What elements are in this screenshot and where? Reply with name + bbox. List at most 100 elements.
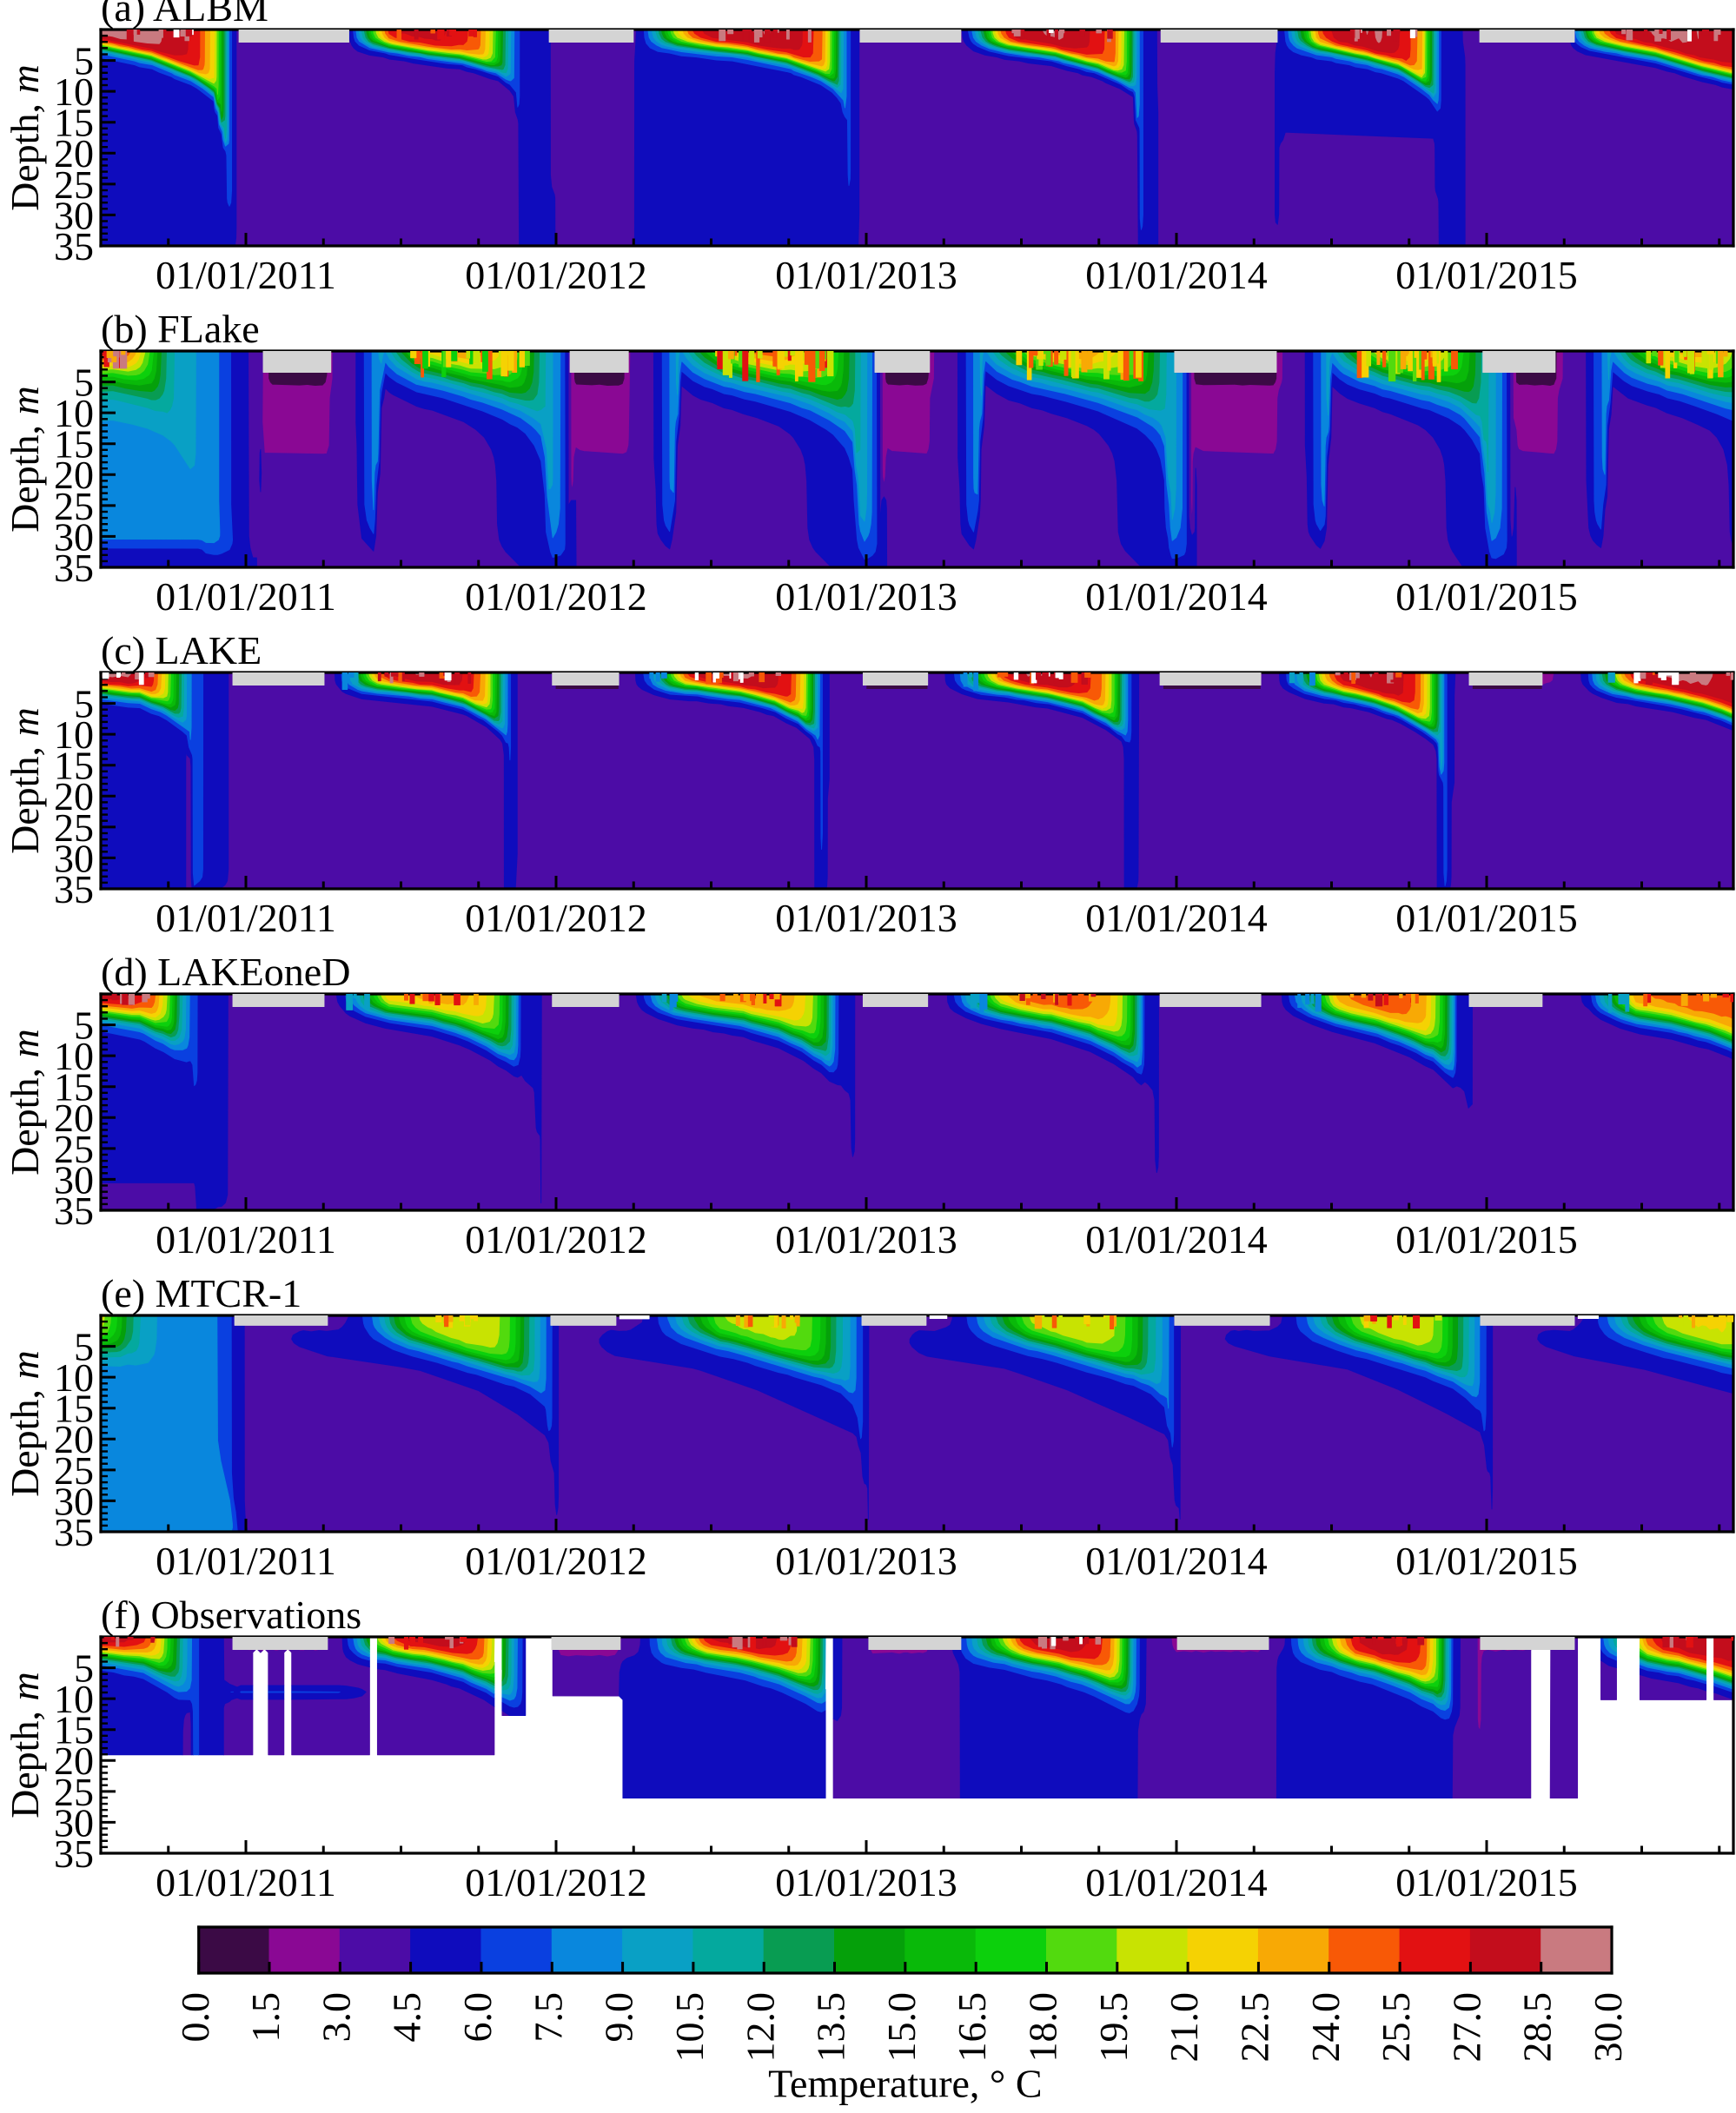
svg-text:15: 15	[54, 744, 94, 788]
svg-text:30: 30	[54, 1479, 94, 1523]
svg-text:22.5: 22.5	[1233, 1992, 1277, 2063]
svg-text:5: 5	[74, 39, 94, 83]
svg-text:01/01/2011: 01/01/2011	[156, 1539, 336, 1583]
svg-text:1.5: 1.5	[243, 1992, 288, 2043]
svg-text:25: 25	[54, 162, 94, 207]
svg-text:Depth, m: Depth, m	[3, 386, 47, 533]
svg-text:35: 35	[54, 1510, 94, 1554]
svg-text:12.0: 12.0	[738, 1992, 782, 2063]
svg-text:01/01/2012: 01/01/2012	[465, 896, 647, 940]
svg-text:3.0: 3.0	[314, 1992, 358, 2043]
svg-text:18.0: 18.0	[1021, 1992, 1065, 2063]
svg-text:Depth, m: Depth, m	[3, 1029, 47, 1176]
svg-text:(c) LAKE: (c) LAKE	[101, 628, 262, 672]
svg-text:01/01/2013: 01/01/2013	[775, 253, 957, 297]
svg-text:5: 5	[74, 1325, 94, 1369]
svg-text:(d) LAKEoneD: (d) LAKEoneD	[101, 950, 350, 994]
svg-text:01/01/2015: 01/01/2015	[1395, 1539, 1578, 1583]
svg-text:10: 10	[54, 391, 94, 435]
svg-text:01/01/2015: 01/01/2015	[1395, 253, 1578, 297]
svg-text:10: 10	[54, 1034, 94, 1078]
svg-text:01/01/2015: 01/01/2015	[1395, 1217, 1578, 1262]
svg-text:6.0: 6.0	[455, 1992, 500, 2043]
svg-text:01/01/2015: 01/01/2015	[1395, 896, 1578, 940]
svg-text:15: 15	[54, 1065, 94, 1109]
svg-text:0.0: 0.0	[173, 1992, 217, 2043]
svg-text:01/01/2014: 01/01/2014	[1085, 1860, 1268, 1904]
svg-text:Depth, m: Depth, m	[3, 1672, 47, 1818]
svg-text:01/01/2014: 01/01/2014	[1085, 574, 1268, 619]
svg-text:01/01/2015: 01/01/2015	[1395, 1860, 1578, 1904]
svg-text:25: 25	[54, 805, 94, 850]
svg-text:30: 30	[54, 1800, 94, 1845]
svg-text:5: 5	[74, 682, 94, 726]
svg-text:01/01/2014: 01/01/2014	[1085, 896, 1268, 940]
svg-text:13.5: 13.5	[809, 1992, 853, 2063]
svg-text:15: 15	[54, 101, 94, 145]
svg-text:20: 20	[54, 1096, 94, 1140]
svg-text:15: 15	[54, 1387, 94, 1431]
svg-text:10: 10	[54, 712, 94, 757]
svg-text:25: 25	[54, 1127, 94, 1171]
svg-text:4.5: 4.5	[385, 1992, 429, 2043]
svg-text:Depth, m: Depth, m	[3, 64, 47, 211]
svg-text:01/01/2012: 01/01/2012	[465, 1539, 647, 1583]
svg-text:20: 20	[54, 1739, 94, 1783]
svg-text:27.0: 27.0	[1444, 1992, 1488, 2063]
svg-text:01/01/2015: 01/01/2015	[1395, 574, 1578, 619]
svg-text:01/01/2011: 01/01/2011	[156, 574, 336, 619]
svg-text:20: 20	[54, 453, 94, 497]
svg-text:Temperature, ° C: Temperature, ° C	[768, 2061, 1042, 2105]
svg-text:35: 35	[54, 546, 94, 590]
svg-text:01/01/2014: 01/01/2014	[1085, 1539, 1268, 1583]
svg-text:5: 5	[74, 1004, 94, 1048]
svg-text:10: 10	[54, 1677, 94, 1721]
svg-text:Depth, m: Depth, m	[3, 1350, 47, 1497]
svg-text:30: 30	[54, 514, 94, 559]
svg-text:20: 20	[54, 1417, 94, 1461]
svg-text:19.5: 19.5	[1091, 1992, 1136, 2063]
svg-text:35: 35	[54, 1189, 94, 1233]
svg-text:5: 5	[74, 361, 94, 405]
svg-text:01/01/2013: 01/01/2013	[775, 1860, 957, 1904]
svg-text:01/01/2013: 01/01/2013	[775, 1539, 957, 1583]
svg-text:15: 15	[54, 422, 94, 467]
svg-text:35: 35	[54, 1831, 94, 1876]
svg-text:01/01/2013: 01/01/2013	[775, 896, 957, 940]
svg-text:25.5: 25.5	[1374, 1992, 1418, 2063]
svg-text:01/01/2011: 01/01/2011	[156, 896, 336, 940]
svg-text:25: 25	[54, 484, 94, 528]
svg-text:30: 30	[54, 836, 94, 880]
svg-text:16.5: 16.5	[950, 1992, 994, 2063]
svg-text:01/01/2011: 01/01/2011	[156, 1860, 336, 1904]
svg-text:01/01/2014: 01/01/2014	[1085, 1217, 1268, 1262]
svg-text:24.0: 24.0	[1303, 1992, 1348, 2063]
svg-text:01/01/2011: 01/01/2011	[156, 253, 336, 297]
svg-text:9.0: 9.0	[597, 1992, 641, 2043]
svg-text:25: 25	[54, 1448, 94, 1493]
svg-text:01/01/2012: 01/01/2012	[465, 253, 647, 297]
svg-text:20: 20	[54, 774, 94, 818]
svg-text:(b) FLake: (b) FLake	[101, 307, 260, 351]
svg-text:(f) Observations: (f) Observations	[101, 1593, 361, 1637]
svg-text:28.5: 28.5	[1515, 1992, 1560, 2063]
svg-text:01/01/2012: 01/01/2012	[465, 574, 647, 619]
svg-text:01/01/2012: 01/01/2012	[465, 1860, 647, 1904]
svg-text:10: 10	[54, 1355, 94, 1400]
svg-text:01/01/2014: 01/01/2014	[1085, 253, 1268, 297]
svg-text:01/01/2013: 01/01/2013	[775, 1217, 957, 1262]
svg-text:Depth, m: Depth, m	[3, 707, 47, 854]
svg-text:10.5: 10.5	[667, 1992, 712, 2063]
svg-text:(a) ALBM: (a) ALBM	[101, 0, 268, 30]
svg-text:35: 35	[54, 224, 94, 268]
svg-text:(e) MTCR-1: (e) MTCR-1	[101, 1271, 301, 1315]
svg-text:20: 20	[54, 131, 94, 176]
svg-text:35: 35	[54, 867, 94, 911]
svg-text:25: 25	[54, 1770, 94, 1814]
svg-text:30: 30	[54, 1157, 94, 1202]
svg-text:5: 5	[74, 1646, 94, 1691]
svg-text:7.5: 7.5	[526, 1992, 570, 2043]
svg-text:01/01/2013: 01/01/2013	[775, 574, 957, 619]
svg-text:21.0: 21.0	[1162, 1992, 1206, 2063]
svg-text:15: 15	[54, 1708, 94, 1752]
